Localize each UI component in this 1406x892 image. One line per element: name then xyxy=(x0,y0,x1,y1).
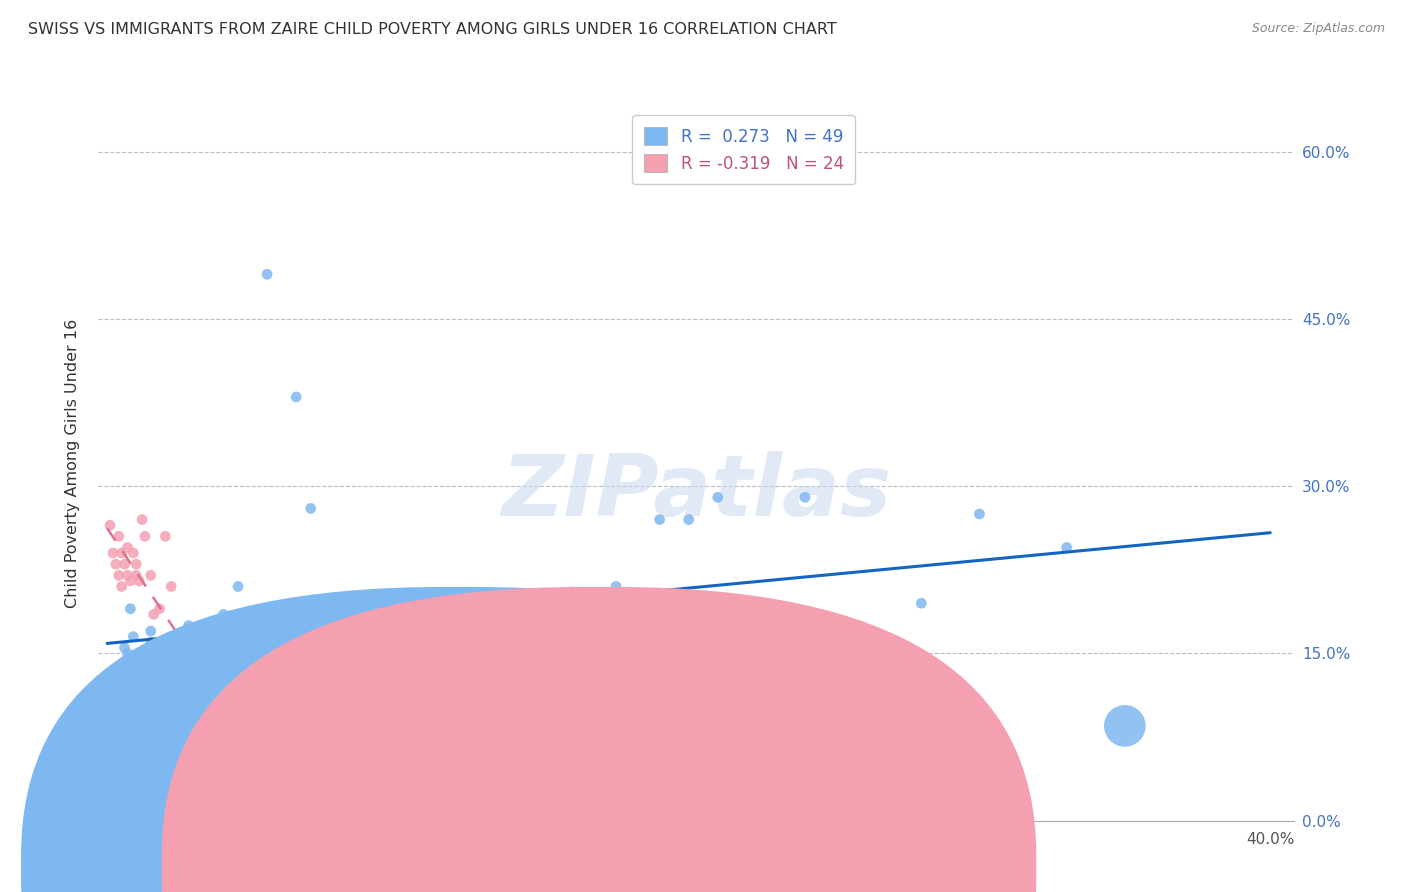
Point xyxy=(387,714,409,728)
Point xyxy=(117,541,139,555)
Point xyxy=(98,674,121,689)
Point xyxy=(160,690,183,705)
Point xyxy=(104,669,127,683)
Point xyxy=(605,580,627,594)
Point xyxy=(131,512,153,526)
Point xyxy=(125,557,148,572)
Point xyxy=(221,674,243,689)
Point xyxy=(120,574,142,588)
Point xyxy=(242,630,264,644)
Point xyxy=(198,618,221,632)
Point xyxy=(460,719,482,733)
Point xyxy=(183,724,205,739)
Point xyxy=(329,669,352,683)
Point xyxy=(183,657,205,672)
Text: Source: ZipAtlas.com: Source: ZipAtlas.com xyxy=(1251,22,1385,36)
Point xyxy=(177,618,200,632)
Point xyxy=(131,669,153,683)
Point xyxy=(561,585,583,599)
Point xyxy=(503,596,526,610)
Point xyxy=(114,640,136,655)
Point xyxy=(98,518,121,533)
Text: Immigrants from Zaire: Immigrants from Zaire xyxy=(619,863,792,877)
Y-axis label: Child Poverty Among Girls Under 16: Child Poverty Among Girls Under 16 xyxy=(65,319,80,608)
Text: SWISS VS IMMIGRANTS FROM ZAIRE CHILD POVERTY AMONG GIRLS UNDER 16 CORRELATION CH: SWISS VS IMMIGRANTS FROM ZAIRE CHILD POV… xyxy=(28,22,837,37)
Point xyxy=(707,491,730,505)
Point xyxy=(134,652,156,666)
Point xyxy=(401,690,423,705)
Point xyxy=(155,529,177,543)
Point xyxy=(910,596,932,610)
Point xyxy=(226,580,249,594)
Legend: R =  0.273   N = 49, R = -0.319   N = 24: R = 0.273 N = 49, R = -0.319 N = 24 xyxy=(633,115,855,185)
Point xyxy=(114,557,136,572)
Point xyxy=(648,512,671,526)
Point xyxy=(139,568,162,582)
Point xyxy=(969,507,991,521)
Point xyxy=(111,546,134,560)
Point xyxy=(117,646,139,660)
Point xyxy=(128,574,150,588)
Point xyxy=(474,585,496,599)
Point xyxy=(107,568,129,582)
Point xyxy=(104,557,127,572)
Point xyxy=(357,719,380,733)
Point xyxy=(169,697,191,711)
Point xyxy=(794,491,817,505)
Point xyxy=(256,268,278,282)
Point xyxy=(270,607,292,622)
Point xyxy=(1114,719,1136,733)
Text: ZIPatlas: ZIPatlas xyxy=(501,450,891,534)
Point xyxy=(160,580,183,594)
Point xyxy=(314,640,336,655)
Point xyxy=(142,607,165,622)
Point xyxy=(148,602,170,616)
Point xyxy=(169,674,191,689)
Point xyxy=(444,618,467,632)
Point xyxy=(416,591,439,605)
Point xyxy=(148,640,170,655)
Point xyxy=(120,602,142,616)
Point xyxy=(111,580,134,594)
Point xyxy=(139,624,162,639)
Point xyxy=(155,657,177,672)
Point xyxy=(188,640,211,655)
Point xyxy=(122,630,145,644)
Point xyxy=(122,546,145,560)
Point xyxy=(1056,541,1078,555)
Point xyxy=(117,568,139,582)
Point xyxy=(101,693,124,707)
Point xyxy=(107,529,129,543)
Point xyxy=(134,529,156,543)
Point xyxy=(285,390,308,404)
Point xyxy=(107,663,129,677)
Point xyxy=(111,657,134,672)
Point xyxy=(125,568,148,582)
Point xyxy=(212,607,235,622)
Point xyxy=(299,501,322,516)
Text: Swiss: Swiss xyxy=(478,863,520,877)
Point xyxy=(101,546,124,560)
Point xyxy=(139,635,162,649)
Point xyxy=(678,512,700,526)
